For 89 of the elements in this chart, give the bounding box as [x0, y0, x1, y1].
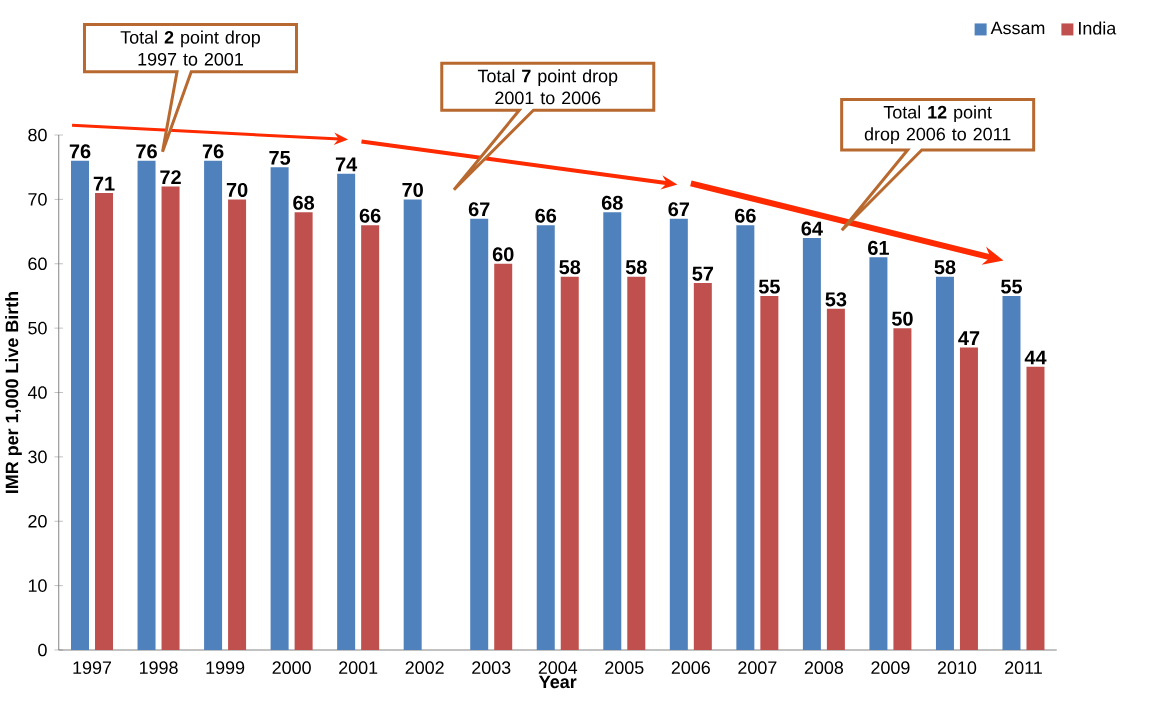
x-tick-label: 1997 [73, 661, 112, 674]
bar [137, 160, 156, 650]
bar [826, 308, 845, 650]
data-label: 66 [734, 208, 756, 223]
bar [1026, 366, 1045, 650]
y-tick-label: 50 [28, 321, 47, 335]
data-label: 71 [93, 176, 115, 191]
data-label: 66 [535, 208, 557, 223]
data-label: 57 [692, 266, 714, 281]
data-label: 76 [136, 144, 157, 159]
data-label: 47 [958, 331, 980, 346]
bar [802, 238, 821, 650]
data-label: 68 [601, 195, 623, 210]
data-label: 55 [1001, 279, 1023, 294]
x-tick-label: 2006 [671, 661, 710, 674]
data-label: 58 [559, 260, 581, 275]
x-tick-label: 2002 [405, 661, 444, 674]
bar [403, 199, 422, 650]
y-tick-label: 30 [28, 450, 47, 464]
x-tick-label: 2000 [272, 661, 311, 674]
x-tick-label: 2001 [339, 661, 378, 674]
legend-label: India [1079, 21, 1117, 35]
x-tick-label: 2003 [472, 661, 511, 674]
text: Total 2 point drop 1997 to 2001 [120, 30, 260, 66]
x-tick-label: 2004 [538, 661, 578, 674]
data-label: 55 [758, 279, 780, 294]
data-label: 67 [468, 202, 490, 217]
bar [204, 160, 223, 650]
data-label: 61 [868, 240, 889, 255]
data-label: 70 [402, 182, 423, 197]
y-tick-label: 70 [28, 193, 47, 206]
bar [161, 186, 180, 650]
data-label: 44 [1024, 350, 1047, 365]
bar [95, 192, 114, 650]
bar [470, 218, 489, 650]
y-tick-label: 60 [28, 257, 47, 271]
bar [736, 225, 755, 650]
annotation: Total 12 point drop 2006 to 2011 [864, 105, 1011, 145]
bar [959, 347, 978, 650]
x-tick-label: 2005 [605, 661, 644, 674]
y-tick-label: 80 [28, 128, 47, 142]
x-axis-title: Year [539, 675, 577, 689]
x-tick-label: 1999 [206, 661, 245, 674]
y-tick-label: 40 [27, 386, 47, 399]
bar [536, 225, 555, 650]
y-tick-label: 20 [28, 514, 47, 528]
bar [560, 276, 579, 650]
x-tick-label: 2007 [738, 661, 777, 674]
bar [228, 199, 247, 650]
bar [337, 173, 356, 650]
bar [270, 167, 289, 650]
bar [893, 328, 912, 650]
data-label: 53 [825, 292, 847, 307]
x-tick-label: 2011 [1005, 661, 1042, 674]
bar [935, 276, 954, 650]
data-label: 67 [668, 202, 690, 217]
bar [71, 160, 90, 650]
x-tick-label: 2009 [871, 661, 910, 674]
bar [361, 225, 380, 650]
y-axis-title: IMR per 1,000 Live Birth [5, 291, 22, 493]
bar [603, 212, 622, 650]
bar [760, 295, 779, 650]
data-label: 58 [625, 260, 647, 275]
data-label: 72 [160, 170, 181, 185]
bar [494, 263, 513, 650]
data-label: 74 [335, 157, 358, 172]
bar [669, 218, 688, 650]
x-tick-label: 2008 [804, 661, 844, 674]
data-label: 76 [202, 144, 224, 159]
data-label: 66 [359, 208, 381, 223]
y-tick-label: 10 [28, 579, 47, 592]
y-tick-label: 0 [38, 643, 47, 657]
data-label: 75 [269, 150, 291, 165]
x-tick-label: 2010 [937, 661, 977, 674]
legend-label: Assam [990, 21, 1045, 35]
data-label: 60 [492, 247, 514, 262]
data-label: 58 [934, 260, 956, 275]
data-label: 50 [891, 311, 913, 326]
bar [869, 257, 888, 650]
bar [1002, 295, 1021, 650]
bar [294, 212, 313, 650]
data-label: 64 [801, 221, 823, 236]
bar [627, 276, 646, 650]
text: Total 7 point drop 2001 to 2006 [477, 69, 618, 105]
data-label: 76 [69, 144, 91, 159]
bar [693, 283, 712, 650]
data-label: 70 [226, 182, 248, 197]
x-tick-label: 1998 [139, 661, 178, 674]
data-label: 68 [293, 195, 315, 210]
